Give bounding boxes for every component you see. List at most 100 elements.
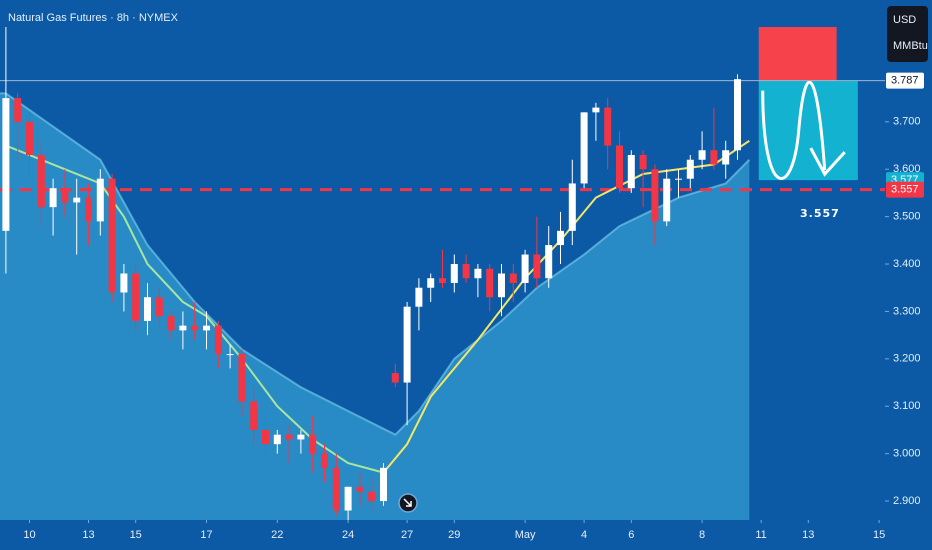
- x-tick-label: 13: [82, 529, 94, 541]
- candle-body: [144, 297, 151, 321]
- x-tick-label: 29: [448, 529, 460, 541]
- x-tick-label: 6: [628, 529, 634, 541]
- candle-body: [120, 273, 128, 293]
- candle-body: [639, 155, 647, 170]
- candle-body: [250, 401, 258, 430]
- candle-body: [321, 453, 328, 468]
- candle-body: [486, 268, 494, 298]
- candle-body: [439, 278, 446, 283]
- x-tick-label: May: [515, 529, 536, 541]
- candle-body: [238, 354, 246, 402]
- candle-body: [427, 278, 435, 288]
- candle-body: [14, 98, 22, 122]
- y-tick-label: 3.200: [893, 353, 921, 365]
- candle-body: [356, 486, 364, 492]
- candle-body: [380, 467, 387, 502]
- currency-box: [887, 6, 928, 62]
- candle-body: [627, 155, 635, 189]
- y-tick-label: 2.900: [893, 495, 921, 507]
- candle-body: [663, 178, 671, 222]
- arrow-head: [809, 147, 846, 177]
- candle-body: [533, 254, 541, 279]
- chart-title: Natural Gas Futures · 8h · NYMEX: [8, 12, 179, 24]
- candle-body: [521, 254, 529, 283]
- candle-body: [509, 273, 517, 283]
- candle-body: [297, 434, 305, 440]
- candle-body: [734, 79, 741, 151]
- currency-label: USD: [893, 14, 916, 26]
- y-tick-label: 3.400: [893, 258, 921, 270]
- x-tick-label: 15: [873, 529, 885, 541]
- y-tick-label: 3.100: [893, 400, 921, 412]
- candle-body: [61, 188, 69, 203]
- candle-body: [37, 155, 45, 208]
- currency-label: MMBtu: [893, 40, 928, 52]
- candle-body: [262, 429, 269, 445]
- target-box: [758, 80, 858, 181]
- x-tick-label: 17: [200, 529, 212, 541]
- candle-body: [2, 98, 10, 231]
- x-tick-label: 4: [581, 529, 587, 541]
- candle-body: [368, 491, 376, 502]
- candle-body: [226, 354, 234, 356]
- candle-body: [675, 178, 682, 180]
- candle-body: [580, 112, 588, 184]
- candle-body: [415, 287, 423, 307]
- candle-body: [462, 264, 470, 279]
- candle-body: [604, 107, 612, 146]
- candle-body: [191, 325, 199, 331]
- candle-body: [73, 197, 81, 203]
- y-tick-label: 3.000: [893, 448, 921, 460]
- wave-drawing: [761, 80, 827, 180]
- y-tick-label: 3.300: [893, 305, 921, 317]
- candle-body: [273, 434, 281, 445]
- candle-body: [450, 264, 458, 283]
- candle-body: [557, 230, 564, 246]
- y-tick-label: 3.700: [893, 116, 921, 128]
- candle-body: [203, 325, 210, 331]
- level-label: 3.557: [891, 184, 919, 196]
- x-tick-label: 22: [271, 529, 283, 541]
- x-tick-label: 13: [802, 529, 814, 541]
- y-tick-label: 3.500: [893, 211, 921, 223]
- candle-body: [85, 197, 92, 222]
- candle-body: [214, 325, 222, 355]
- candle-body: [26, 121, 33, 156]
- candle-body: [498, 273, 505, 298]
- x-tick-label: 15: [130, 529, 142, 541]
- annotation: 3.557: [800, 207, 840, 220]
- candle-body: [179, 325, 187, 331]
- candle-body: [155, 297, 163, 317]
- last-price-label-box: [886, 72, 924, 89]
- candle-body: [403, 306, 411, 383]
- candle-body: [710, 150, 718, 165]
- candle-body: [167, 316, 175, 331]
- candle-body: [332, 467, 340, 511]
- level-label-box: [886, 181, 924, 198]
- candle-body: [698, 150, 706, 160]
- candle-body: [474, 268, 482, 279]
- candle-body: [132, 273, 140, 321]
- event-arrow: [403, 498, 412, 507]
- candle-body: [96, 178, 104, 222]
- candle-body: [545, 245, 553, 279]
- stop-box: [758, 27, 837, 81]
- x-tick-label: 10: [23, 529, 35, 541]
- candle-body: [592, 107, 600, 113]
- candle-body: [616, 145, 623, 189]
- x-tick-label: 27: [401, 529, 413, 541]
- candle-body: [108, 178, 116, 293]
- candle-body: [391, 373, 399, 383]
- candle-body: [651, 169, 659, 222]
- x-tick-label: 11: [755, 529, 766, 541]
- candle-body: [722, 150, 730, 165]
- candle-body: [285, 434, 293, 440]
- x-tick-label: 24: [342, 529, 354, 541]
- band-area: [0, 93, 750, 520]
- x-tick-label: 8: [699, 529, 705, 541]
- candle-body: [686, 159, 694, 179]
- candle-body: [568, 183, 576, 231]
- last-price-label: 3.787: [891, 74, 919, 86]
- candle-body: [309, 434, 317, 454]
